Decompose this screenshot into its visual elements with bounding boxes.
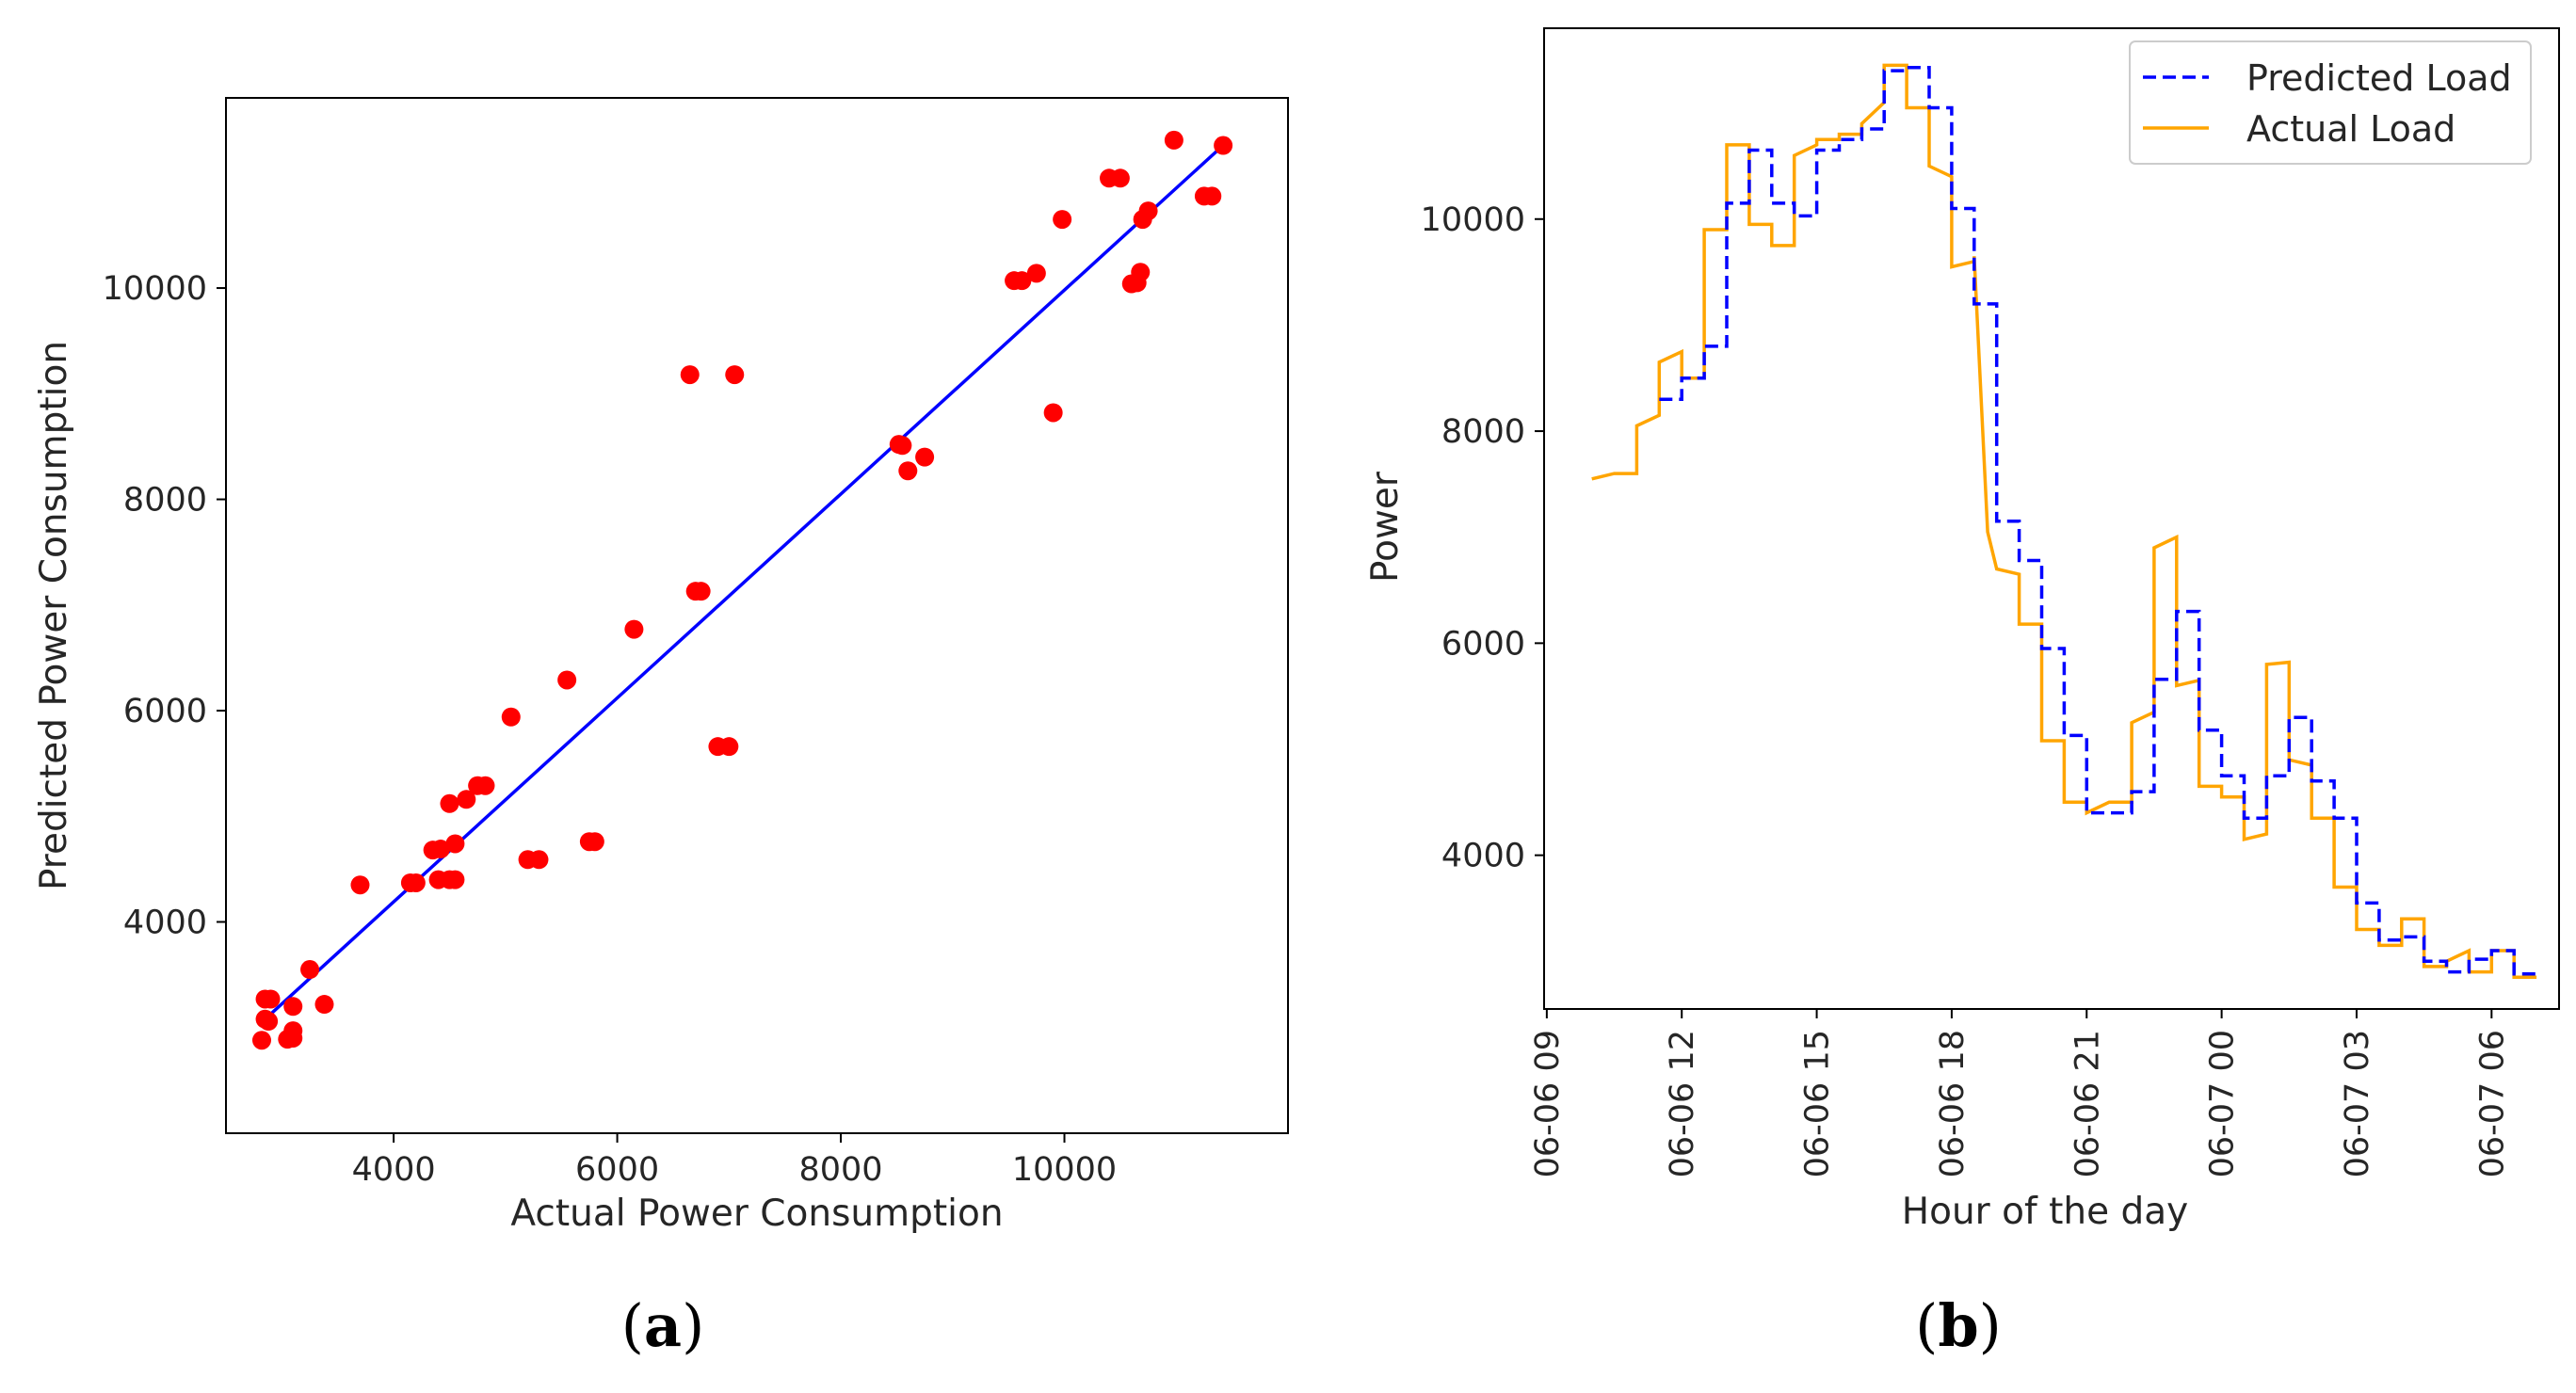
scatter-point bbox=[691, 582, 711, 601]
line-panel: 06-06 09 06-06 12 06-06 15 06-06 18 06-06 21… bbox=[1364, 27, 2560, 1233]
y-tick-label: 6000 bbox=[1441, 625, 1525, 663]
legend-label-predicted: Predicted Load bbox=[2246, 57, 2512, 99]
scatter-point bbox=[445, 834, 465, 854]
x-tick-label: 06-07 06 bbox=[2473, 1030, 2511, 1177]
scatter-point bbox=[1164, 130, 1183, 150]
scatter-point bbox=[1214, 136, 1233, 155]
scatter-point bbox=[300, 960, 320, 980]
scatter-point bbox=[283, 997, 303, 1017]
scatter-point bbox=[725, 365, 745, 385]
line-x-axis-label: Hour of the day bbox=[1902, 1191, 2188, 1233]
x-tick-label: 8000 bbox=[799, 1151, 883, 1189]
scatter-point bbox=[1053, 210, 1072, 230]
scatter-point bbox=[445, 870, 465, 889]
scatter-x-ticks: 4000 6000 8000 10000 bbox=[352, 1133, 1117, 1189]
scatter-point bbox=[475, 776, 495, 795]
x-tick-label: 06-06 09 bbox=[1529, 1030, 1567, 1177]
scatter-point bbox=[898, 461, 918, 481]
scatter-axes-frame bbox=[225, 97, 1289, 1134]
x-tick-label: 4000 bbox=[352, 1151, 436, 1189]
scatter-point bbox=[440, 793, 459, 813]
scatter-point bbox=[1131, 263, 1151, 282]
x-tick-label: 06-06 18 bbox=[1934, 1030, 1972, 1177]
scatter-point bbox=[557, 670, 577, 690]
x-tick-label: 06-06 12 bbox=[1664, 1030, 1701, 1177]
y-tick-label: 4000 bbox=[123, 905, 207, 942]
predicted-load-line bbox=[1659, 65, 2538, 978]
scatter-point bbox=[585, 832, 604, 852]
scatter-point bbox=[1026, 264, 1046, 283]
scatter-point bbox=[1202, 186, 1222, 206]
scatter-point bbox=[251, 1031, 271, 1050]
scatter-panel: 4000 6000 8000 10000 4000 6000 8000 10000 Actu… bbox=[33, 97, 1289, 1235]
legend-label-actual: Actual Load bbox=[2246, 108, 2455, 150]
scatter-point bbox=[457, 790, 476, 809]
x-tick-label: 06-06 21 bbox=[2069, 1030, 2106, 1177]
scatter-point bbox=[259, 1012, 279, 1032]
scatter-point bbox=[1138, 201, 1158, 221]
scatter-point bbox=[501, 707, 521, 727]
scatter-point bbox=[406, 873, 426, 892]
y-tick-label: 8000 bbox=[123, 482, 207, 520]
x-tick-label: 06-06 15 bbox=[1799, 1030, 1837, 1177]
scatter-point bbox=[350, 875, 370, 895]
scatter-point bbox=[430, 840, 450, 859]
scatter-point bbox=[529, 850, 549, 870]
y-tick-label: 10000 bbox=[103, 270, 207, 308]
scatter-plot-area bbox=[251, 130, 1233, 1050]
scatter-point bbox=[261, 989, 281, 1009]
y-tick-label: 6000 bbox=[123, 693, 207, 730]
scatter-point bbox=[314, 995, 334, 1015]
scatter-point bbox=[719, 737, 739, 757]
line-y-ticks: 4000 6000 8000 10000 bbox=[1421, 201, 1544, 875]
scatter-point bbox=[915, 447, 935, 467]
x-tick-label: 6000 bbox=[575, 1151, 659, 1189]
scatter-point bbox=[1043, 403, 1063, 423]
x-tick-label: 06-07 00 bbox=[2204, 1030, 2242, 1177]
x-tick-label: 06-07 03 bbox=[2339, 1030, 2376, 1177]
caption-b: (b) bbox=[1915, 1291, 2002, 1360]
legend: Predicted Load Actual Load bbox=[2129, 40, 2532, 165]
scatter-point bbox=[283, 1021, 303, 1041]
y-tick-label: 4000 bbox=[1441, 838, 1525, 875]
scatter-point bbox=[680, 365, 700, 385]
regression-line bbox=[264, 140, 1228, 1021]
scatter-x-axis-label: Actual Power Consumption bbox=[510, 1193, 1003, 1235]
y-tick-label: 10000 bbox=[1421, 201, 1525, 239]
line-y-axis-label: Power bbox=[1364, 471, 1407, 583]
scatter-y-ticks: 4000 6000 8000 10000 bbox=[103, 270, 226, 942]
scatter-point bbox=[893, 436, 912, 456]
scatter-point bbox=[624, 619, 644, 639]
line-x-ticks: 06-06 09 06-06 12 06-06 15 06-06 18 06-06 21… bbox=[1529, 1009, 2511, 1177]
scatter-point bbox=[1110, 168, 1130, 188]
y-tick-label: 8000 bbox=[1441, 413, 1525, 451]
caption-a: (a) bbox=[621, 1291, 705, 1360]
scatter-y-axis-label: Predicted Power Consumption bbox=[33, 341, 75, 890]
scatter-point bbox=[1012, 271, 1032, 291]
line-axes-frame bbox=[1543, 27, 2560, 1010]
legend-box bbox=[2129, 40, 2532, 165]
actual-load-line bbox=[1591, 63, 2537, 979]
line-plot-area bbox=[1591, 63, 2538, 979]
x-tick-label: 10000 bbox=[1012, 1151, 1117, 1189]
